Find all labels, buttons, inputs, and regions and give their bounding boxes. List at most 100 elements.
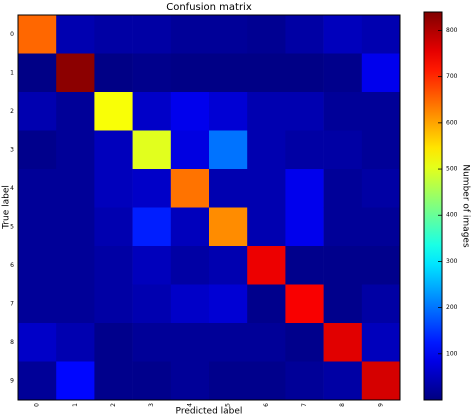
heatmap-cell <box>18 15 57 54</box>
heatmap-cell <box>94 15 133 54</box>
heatmap-cell <box>209 15 248 54</box>
heatmap-cell <box>132 323 172 362</box>
heatmap-cell <box>132 130 172 170</box>
heatmap-cell <box>361 246 401 285</box>
chart-title: Confusion matrix <box>166 2 252 13</box>
heatmap-cell <box>132 361 172 401</box>
heatmap-cell <box>361 361 401 401</box>
y-tick-label: 0 <box>10 31 14 38</box>
heatmap-cell <box>323 92 363 131</box>
heatmap-cell <box>56 169 95 208</box>
heatmap-cell <box>132 92 172 131</box>
heatmap-cell <box>361 323 401 362</box>
heatmap-cell <box>170 246 210 285</box>
heatmap-cell <box>18 53 57 93</box>
heatmap-cell <box>247 169 286 208</box>
heatmap-cell <box>56 53 95 93</box>
heatmap-cell <box>285 246 324 285</box>
heatmap-cell <box>323 284 363 324</box>
heatmap-cell <box>323 323 363 362</box>
heatmap-cell <box>209 284 248 324</box>
heatmap-cell <box>361 284 401 324</box>
colorbar-tick-label: 700 <box>446 73 458 80</box>
heatmap-cell <box>18 284 57 324</box>
heatmap-cell <box>18 246 57 285</box>
heatmap-cell <box>56 323 95 362</box>
heatmap-cell <box>247 207 286 247</box>
y-tick-label: 8 <box>10 339 14 346</box>
heatmap-cell <box>285 361 324 401</box>
heatmap-cell <box>209 207 248 247</box>
colorbar-tick-label: 400 <box>446 212 458 219</box>
heatmap-cell <box>94 323 133 362</box>
heatmap-cell <box>323 169 363 208</box>
heatmap-cell <box>56 246 95 285</box>
plot-frame <box>17 14 401 401</box>
heatmap-cell <box>170 15 210 54</box>
heatmap-cell <box>56 361 95 401</box>
heatmap-cell <box>94 284 133 324</box>
heatmap-cell <box>18 323 57 362</box>
y-tick-label: 5 <box>10 223 14 230</box>
heatmap-cell <box>18 130 57 170</box>
heatmap-cell <box>361 169 401 208</box>
x-tick-label: 1 <box>72 403 79 407</box>
heatmap-cell <box>170 207 210 247</box>
x-axis-label: Predicted label <box>176 407 243 417</box>
y-tick-label: 7 <box>10 300 14 307</box>
y-tick-label: 4 <box>10 185 14 192</box>
heatmap-cell <box>361 53 401 93</box>
y-tick-label: 1 <box>10 69 14 76</box>
heatmap-cell <box>94 207 133 247</box>
heatmap-cell <box>56 130 95 170</box>
heatmap-cell <box>323 130 363 170</box>
heatmap-cell <box>361 130 401 170</box>
y-tick-label: 3 <box>10 146 14 153</box>
heatmap-cell <box>247 246 286 285</box>
heatmap-cell <box>94 169 133 208</box>
heatmap-cell <box>132 207 172 247</box>
heatmap-cell <box>56 207 95 247</box>
heatmap-cell <box>361 207 401 247</box>
x-tick-label: 2 <box>110 403 117 407</box>
heatmap-cell <box>94 92 133 131</box>
heatmap-cell <box>285 323 324 362</box>
colorbar-label: Number of images <box>461 164 471 248</box>
heatmap-cell <box>209 169 248 208</box>
heatmap-cell <box>170 284 210 324</box>
heatmap-cell <box>170 53 210 93</box>
heatmap-cell <box>18 169 57 208</box>
heatmap-cell <box>209 92 248 131</box>
heatmap-cell <box>209 130 248 170</box>
heatmap-cell <box>285 284 324 324</box>
heatmap-cell <box>18 207 57 247</box>
heatmap-cell <box>170 130 210 170</box>
colorbar-tick-label: 300 <box>446 258 458 265</box>
x-tick-label: 0 <box>34 403 41 407</box>
x-tick-label: 9 <box>377 403 384 407</box>
colorbar-tick-label: 500 <box>446 166 458 173</box>
heatmap-cell <box>170 169 210 208</box>
heatmap-cell <box>209 361 248 401</box>
x-tick-label: 3 <box>148 403 155 407</box>
heatmap-cell <box>132 284 172 324</box>
heatmap-cell <box>209 323 248 362</box>
heatmap-cell <box>56 92 95 131</box>
heatmap-cell <box>209 246 248 285</box>
heatmap-cell <box>285 53 324 93</box>
heatmap-cell <box>170 361 210 401</box>
x-tick-label: 4 <box>186 403 193 407</box>
heatmap-cell <box>323 53 363 93</box>
heatmap-cell <box>323 207 363 247</box>
heatmap-cell <box>170 323 210 362</box>
colorbar-tick-label: 100 <box>446 350 458 357</box>
heatmap-cell <box>247 284 286 324</box>
heatmap-cell <box>209 53 248 93</box>
heatmap-cell <box>323 361 363 401</box>
colorbar <box>423 11 443 401</box>
heatmap-cell <box>132 169 172 208</box>
heatmap-cell <box>323 246 363 285</box>
heatmap-cell <box>56 15 95 54</box>
x-tick-label: 8 <box>339 403 346 407</box>
